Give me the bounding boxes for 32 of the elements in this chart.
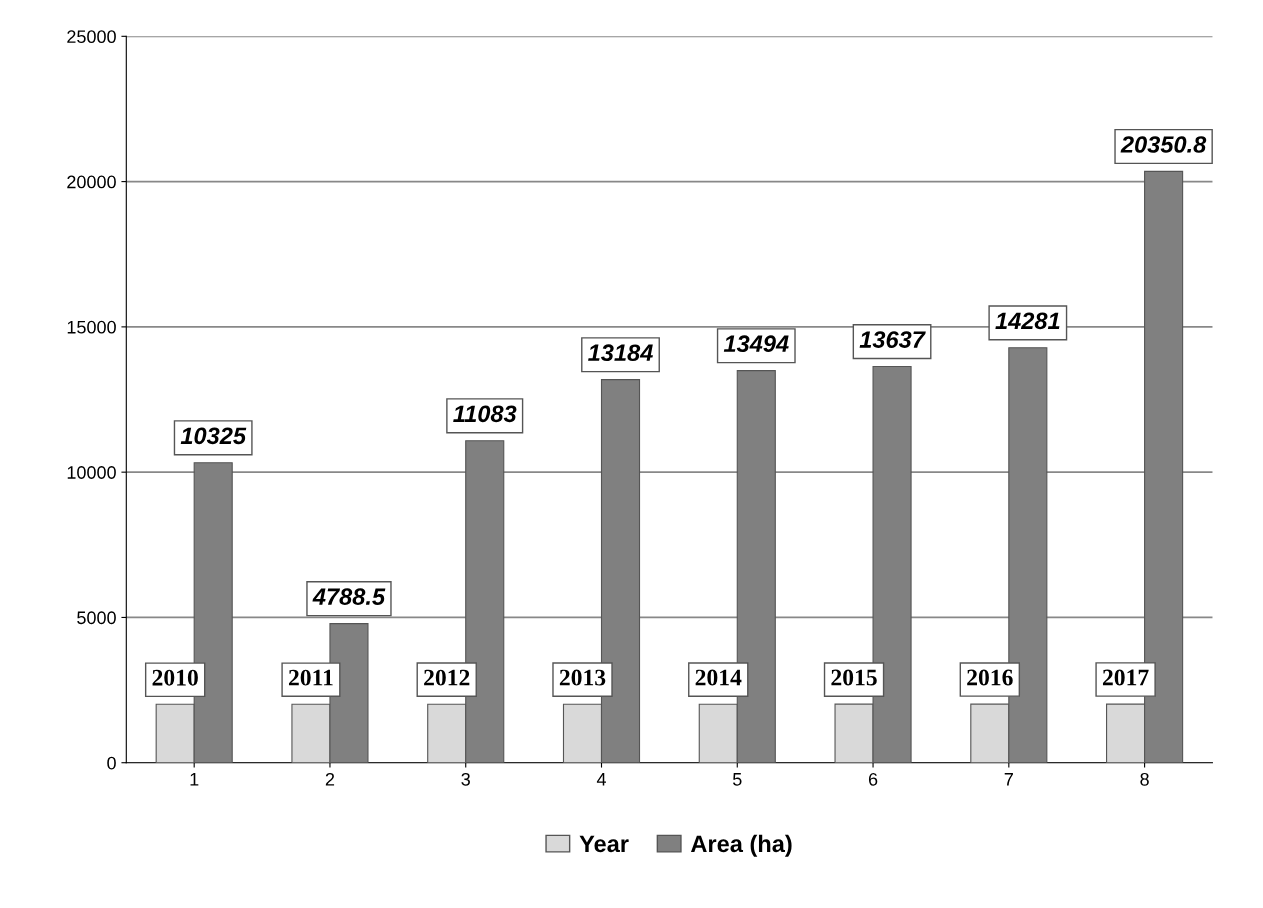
y-tick-label: 15000 xyxy=(67,320,116,334)
data-label: 13637 xyxy=(859,331,926,348)
y-tick-label: 25000 xyxy=(67,30,116,44)
data-label: 2010 xyxy=(152,669,198,686)
data-label: 2012 xyxy=(424,669,470,686)
x-tick-label: 2 xyxy=(325,772,335,786)
x-tick-label: 3 xyxy=(461,772,470,786)
data-label: 14281 xyxy=(995,312,1060,330)
x-tick-label: 6 xyxy=(868,772,878,786)
x-tick-label: 8 xyxy=(1140,772,1149,786)
data-label: 2013 xyxy=(559,669,606,686)
data-label: 11083 xyxy=(453,405,517,423)
data-label: 2014 xyxy=(695,669,742,686)
legend-label: Area (ha) xyxy=(690,834,792,857)
y-tick-label: 0 xyxy=(107,756,116,770)
data-label: 2015 xyxy=(831,669,877,686)
x-tick-label: 1 xyxy=(190,773,199,786)
data-label: 10325 xyxy=(180,427,247,445)
data-label: 2011 xyxy=(288,669,333,686)
data-label: 2017 xyxy=(1102,669,1149,686)
data-label: 2016 xyxy=(967,669,1013,686)
y-tick-label: 10000 xyxy=(67,466,116,479)
x-tick-label: 5 xyxy=(732,773,742,786)
data-label: 4788.5 xyxy=(312,588,386,606)
legend-label: Year xyxy=(579,835,629,853)
x-tick-label: 4 xyxy=(596,773,606,786)
data-label: 20350.8 xyxy=(1120,136,1207,153)
y-tick-label: 5000 xyxy=(77,611,116,625)
x-tick-label: 7 xyxy=(1004,773,1013,786)
data-label: 13184 xyxy=(588,344,653,362)
data-label: 13494 xyxy=(723,335,789,353)
y-tick-label: 20000 xyxy=(67,175,116,189)
